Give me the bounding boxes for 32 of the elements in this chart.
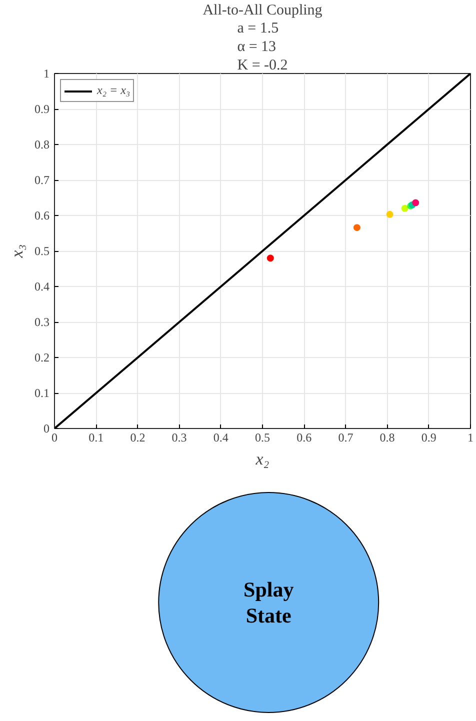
x-tick-label: 0.3 xyxy=(172,430,187,444)
legend-label: x₂ = x₃ xyxy=(97,83,130,98)
x-tick-label: 0.9 xyxy=(421,430,436,444)
x-tick-label: 0.8 xyxy=(380,430,395,444)
x-tick-label: 0.6 xyxy=(296,430,312,444)
y-tick-label: 0.9 xyxy=(34,102,50,116)
y-tick-label: 0.6 xyxy=(34,208,50,222)
point xyxy=(412,199,420,206)
chart-title: All-to-All Coupling xyxy=(202,2,323,18)
y-tick-label: 0.3 xyxy=(34,315,50,329)
y-axis-title: x₃ xyxy=(8,244,26,259)
y-tick-label: 0.8 xyxy=(34,138,50,152)
x-axis-title: x₂ xyxy=(254,450,270,468)
y-tick-label: 0.4 xyxy=(34,280,50,294)
x-tick-label: 0.7 xyxy=(338,430,354,444)
y-tick-label: 0.5 xyxy=(34,244,50,258)
y-tick-label: 0 xyxy=(44,422,50,436)
y-tick-label: 1 xyxy=(44,66,50,80)
text: Splay State xyxy=(244,577,294,628)
x-tick-label: 0.5 xyxy=(255,430,270,444)
point xyxy=(386,210,394,218)
y-tick-label: 0.2 xyxy=(34,350,50,364)
point xyxy=(353,224,360,232)
y-tick-label: 0.1 xyxy=(34,386,50,400)
x-tick-label: 0.1 xyxy=(88,430,104,444)
x-tick-label: 1 xyxy=(468,430,474,444)
point xyxy=(266,254,274,262)
x-tick-label: 0.2 xyxy=(130,430,146,444)
chart-subtitle: a = 1.5 α = 13 K = -0.2 xyxy=(237,20,288,74)
point xyxy=(401,204,408,212)
y-tick-label: 0.7 xyxy=(34,173,50,187)
x-tick-label: 0.4 xyxy=(213,430,228,444)
